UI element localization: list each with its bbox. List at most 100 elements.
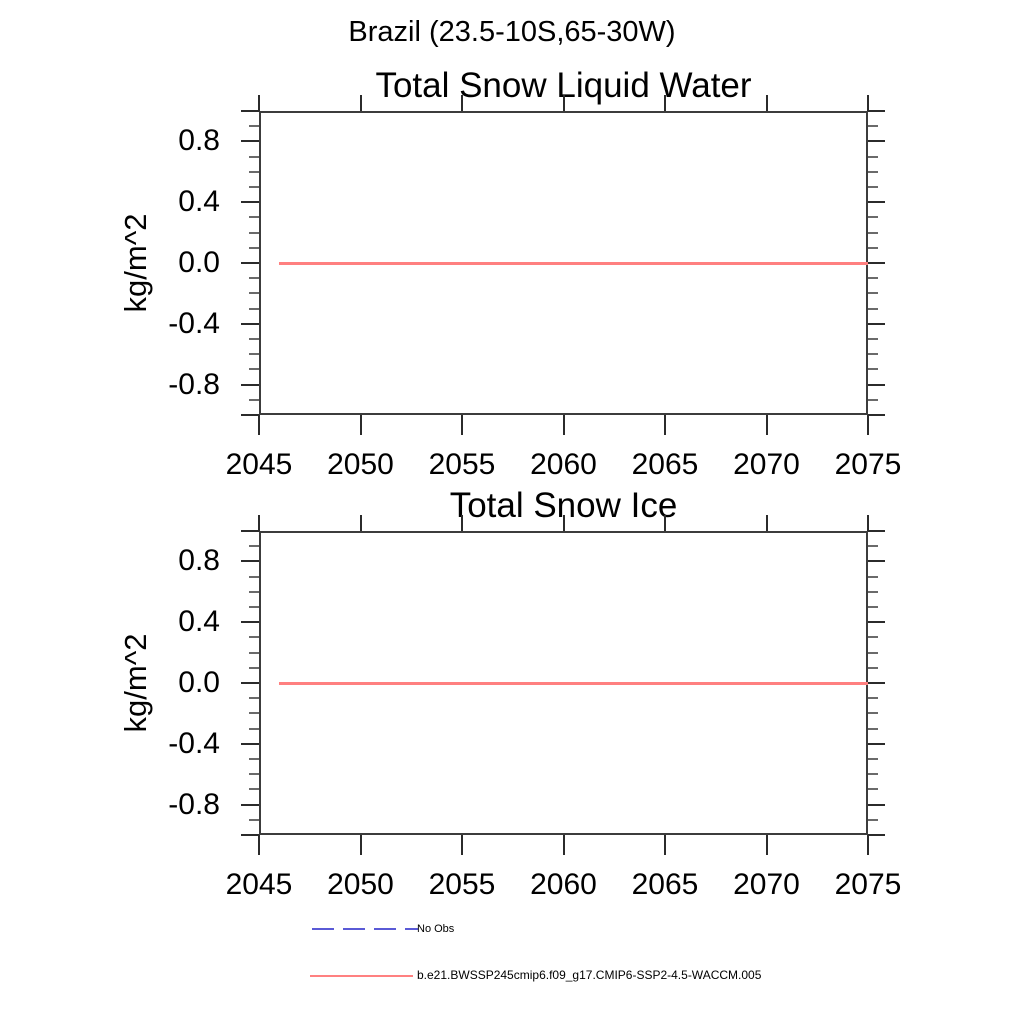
y-minor-tick-right: [868, 338, 878, 340]
case-legend-line: [310, 975, 413, 977]
x-tick-label: 2045: [225, 448, 293, 481]
y-major-tick-left: [241, 262, 259, 264]
series-line: [279, 261, 868, 265]
x-major-tick-top: [258, 95, 260, 111]
x-tick-label: 2050: [327, 868, 394, 901]
y-minor-tick-left: [249, 651, 259, 654]
x-major-tick-bottom: [664, 835, 666, 855]
y-minor-tick-right: [868, 307, 878, 310]
y-tick-label: 0.0: [178, 246, 220, 279]
y-minor-tick-left: [249, 398, 259, 401]
y-minor-tick-left: [249, 712, 259, 715]
y-tick-label: -0.4: [168, 726, 220, 760]
y-minor-tick-right: [868, 788, 878, 791]
y-minor-tick-right: [868, 186, 878, 188]
y-minor-tick-left: [249, 606, 259, 608]
y-tick-label: -0.8: [168, 367, 220, 401]
y-minor-tick-right: [868, 155, 878, 158]
y-minor-tick-left: [249, 170, 259, 173]
y-major-tick-right: [868, 140, 885, 143]
x-major-tick-bottom: [258, 415, 260, 435]
y-minor-tick-left: [249, 277, 259, 280]
x-tick-label: 2055: [428, 448, 496, 481]
y-major-tick-left: [241, 140, 259, 143]
y-major-tick-left: [241, 322, 259, 325]
x-major-tick-top: [664, 515, 666, 531]
y-major-tick-right: [868, 530, 885, 532]
y-major-tick-left: [241, 560, 259, 563]
legend-label: b.e21.BWSSP245cmip6.f09_g17.CMIP6-SSP2-4…: [417, 968, 762, 982]
y-minor-tick-right: [868, 170, 878, 173]
x-tick-label: 2065: [631, 868, 699, 901]
y-minor-tick-right: [868, 277, 878, 280]
y-major-tick-right: [868, 322, 885, 325]
legend-label: No Obs: [417, 923, 455, 935]
y-axis-label: kg/m^2: [118, 213, 153, 313]
x-major-tick-top: [359, 515, 362, 531]
y-minor-tick-left: [249, 368, 259, 371]
y-major-tick-left: [241, 414, 259, 416]
y-tick-label: 0.4: [178, 605, 220, 639]
x-major-tick-top: [562, 95, 565, 111]
y-major-tick-left: [241, 110, 259, 112]
x-major-tick-top: [562, 515, 565, 531]
x-tick-label: 2045: [225, 868, 293, 901]
x-tick-label: 2070: [733, 868, 800, 901]
y-minor-tick-left: [249, 590, 259, 593]
y-minor-tick-right: [868, 712, 878, 715]
y-tick-label: 0.8: [178, 124, 220, 158]
x-major-tick-bottom: [359, 835, 362, 855]
y-major-tick-left: [241, 803, 259, 806]
y-minor-tick-left: [249, 727, 259, 730]
y-minor-tick-right: [868, 353, 878, 356]
y-minor-tick-left: [249, 818, 259, 821]
y-minor-tick-left: [249, 666, 259, 669]
y-minor-tick-right: [868, 292, 878, 295]
y-minor-tick-left: [249, 788, 259, 791]
y-minor-tick-right: [868, 758, 878, 760]
x-tick-label: 2075: [834, 448, 902, 481]
y-minor-tick-right: [868, 575, 878, 578]
y-major-tick-right: [868, 110, 885, 112]
x-tick-label: 2060: [530, 448, 597, 481]
y-minor-tick-right: [868, 125, 878, 128]
y-major-tick-right: [868, 682, 885, 684]
y-tick-label: 0.0: [178, 666, 220, 699]
y-minor-tick-right: [868, 246, 878, 249]
x-tick-label: 2055: [428, 868, 496, 901]
series-line: [279, 681, 868, 685]
y-minor-tick-right: [868, 606, 878, 608]
y-major-tick-left: [241, 530, 259, 532]
no-obs-legend-line: [312, 928, 418, 930]
y-minor-tick-left: [249, 758, 259, 760]
y-minor-tick-right: [868, 216, 878, 219]
y-major-tick-right: [868, 383, 885, 386]
y-minor-tick-left: [249, 231, 259, 234]
x-major-tick-top: [359, 95, 362, 111]
x-major-tick-bottom: [562, 415, 565, 435]
y-major-tick-right: [868, 803, 885, 806]
y-axis-label: kg/m^2: [118, 633, 153, 733]
y-minor-tick-left: [249, 636, 259, 639]
y-minor-tick-left: [249, 353, 259, 356]
x-major-tick-bottom: [867, 415, 869, 435]
y-major-tick-right: [868, 201, 885, 204]
y-minor-tick-right: [868, 697, 878, 700]
x-tick-label: 2075: [834, 868, 902, 901]
y-major-tick-right: [868, 414, 885, 416]
y-minor-tick-right: [868, 545, 878, 548]
y-minor-tick-right: [868, 590, 878, 593]
x-major-tick-bottom: [765, 835, 768, 855]
y-minor-tick-right: [868, 818, 878, 821]
y-minor-tick-left: [249, 292, 259, 295]
y-minor-tick-right: [868, 727, 878, 730]
y-minor-tick-right: [868, 398, 878, 401]
y-minor-tick-left: [249, 186, 259, 188]
main-title: Brazil (23.5-10S,65-30W): [348, 16, 676, 48]
y-minor-tick-right: [868, 231, 878, 234]
y-minor-tick-left: [249, 216, 259, 219]
y-minor-tick-right: [868, 773, 878, 776]
x-major-tick-bottom: [664, 415, 666, 435]
y-minor-tick-left: [249, 155, 259, 158]
